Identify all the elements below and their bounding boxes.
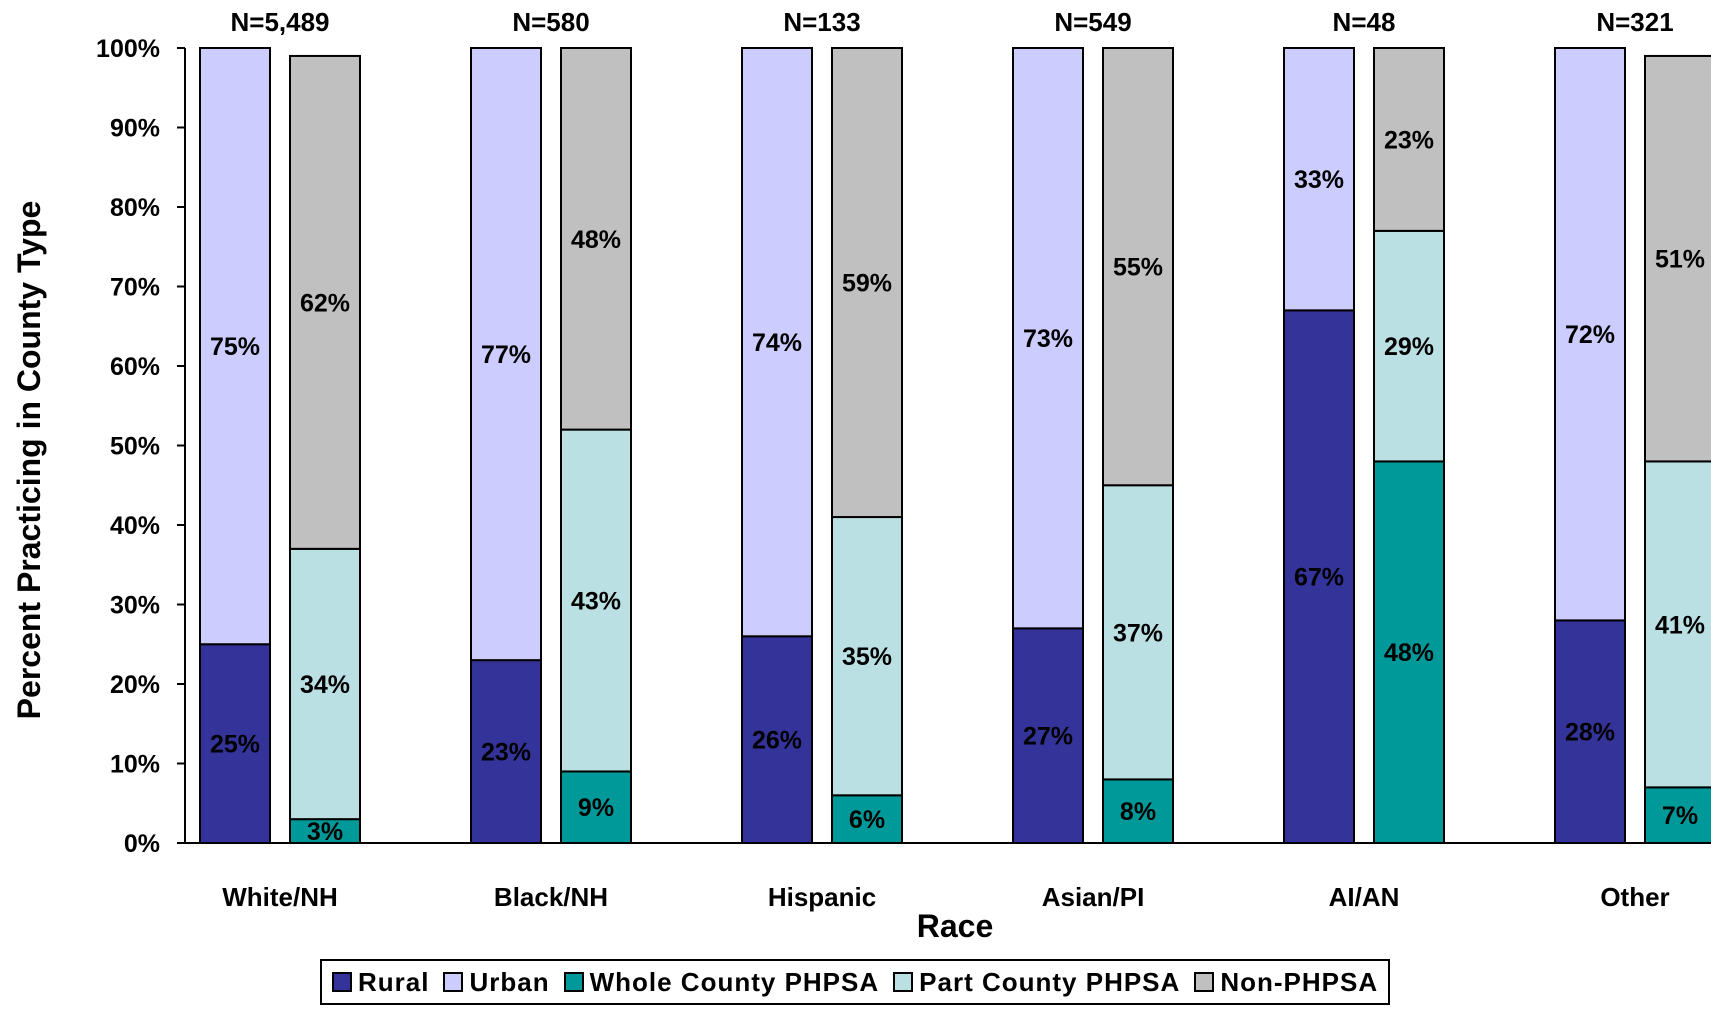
y-tick-label: 100%	[96, 35, 160, 63]
legend-item-urban: Urban	[443, 967, 549, 998]
y-tick-label: 50%	[110, 433, 160, 461]
y-tick-label: 70%	[110, 274, 160, 302]
data-label: 62%	[300, 289, 350, 317]
legend-label: Part County PHPSA	[919, 966, 1181, 997]
legend: Rural Urban Whole County PHPSA Part County …	[320, 959, 1391, 1005]
y-tick-label: 40%	[110, 512, 160, 540]
data-label: 72%	[1565, 321, 1615, 349]
bar-segment-urban	[1554, 47, 1626, 622]
y-axis-title: Percent Practicing in County Type	[11, 201, 47, 720]
n-label: N=580	[512, 7, 589, 37]
bar-segment-part-county-phpsa	[1644, 460, 1711, 789]
n-label: N=549	[1054, 7, 1131, 37]
data-label: 9%	[578, 794, 614, 822]
data-label: 8%	[1120, 798, 1156, 826]
bar-segment-urban	[741, 47, 813, 638]
x-tick-label: Asian/PI	[1042, 882, 1145, 912]
bar-segment-whole-county-phpsa	[831, 794, 903, 844]
legend-swatch	[332, 972, 352, 992]
legend-swatch	[893, 972, 914, 992]
bar-segment-non-phpsa	[831, 47, 903, 519]
y-tick-label: 90%	[110, 115, 160, 143]
bar-segment-part-county-phpsa	[831, 516, 903, 797]
legend-label: Whole County PHPSA	[589, 966, 880, 997]
bar-segment-non-phpsa	[1373, 47, 1445, 232]
x-axis-title: Race	[917, 908, 994, 944]
data-label: 37%	[1113, 619, 1163, 647]
data-label: 23%	[481, 739, 531, 767]
data-label: 77%	[481, 341, 531, 369]
data-label: 75%	[210, 333, 260, 361]
data-label: 27%	[1023, 723, 1073, 751]
bar-segment-non-phpsa	[1102, 47, 1174, 487]
data-label: 48%	[1384, 639, 1434, 667]
y-tick-label: 20%	[110, 671, 160, 699]
bar-segment-urban	[470, 47, 542, 662]
n-label: N=5,489	[230, 7, 329, 37]
y-tick-label: 0%	[124, 830, 160, 858]
bar-segment-rural	[1283, 309, 1355, 845]
bar-segment-whole-county-phpsa	[1644, 786, 1711, 844]
bar-segment-rural	[1012, 627, 1084, 844]
data-label: 28%	[1565, 719, 1615, 747]
bar-segment-rural	[470, 659, 542, 845]
data-label: 33%	[1294, 166, 1344, 194]
legend-swatch	[1194, 972, 1215, 992]
y-tick-label: 80%	[110, 194, 160, 222]
x-tick-label: AI/AN	[1329, 882, 1400, 912]
data-label: 74%	[752, 329, 802, 357]
data-label: 59%	[842, 270, 892, 298]
bar-segment-urban	[199, 47, 271, 646]
x-tick-label: Black/NH	[494, 882, 608, 912]
bar-segment-urban	[1012, 47, 1084, 630]
n-label: N=133	[783, 7, 860, 37]
bar-segment-rural	[741, 635, 813, 844]
bar-segment-urban	[1283, 47, 1355, 312]
bar-segment-non-phpsa	[289, 54, 361, 550]
data-label: 26%	[752, 727, 802, 755]
y-tick-label: 30%	[110, 592, 160, 620]
data-label: 29%	[1384, 333, 1434, 361]
x-tick-label: White/NH	[222, 882, 338, 912]
bar-segment-part-county-phpsa	[560, 428, 632, 773]
legend-swatch	[443, 972, 464, 992]
legend-swatch	[563, 972, 584, 992]
data-label: 34%	[300, 671, 350, 699]
n-label: N=48	[1333, 7, 1396, 37]
data-label: 7%	[1662, 802, 1698, 830]
bar-segment-part-county-phpsa	[1373, 229, 1445, 463]
data-label: 41%	[1655, 611, 1705, 639]
legend-label: Rural	[358, 966, 430, 997]
bar-segment-rural	[1554, 619, 1626, 845]
legend-item-rural: Rural	[332, 967, 429, 998]
data-label: 23%	[1384, 126, 1434, 154]
legend-item-part-county-phpsa: Part County PHPSA	[893, 967, 1180, 998]
data-label: 35%	[842, 643, 892, 671]
data-label: 51%	[1655, 246, 1705, 274]
data-label: 43%	[571, 588, 621, 616]
bar-segment-part-county-phpsa	[289, 547, 361, 821]
data-label: 6%	[849, 806, 885, 834]
y-tick-label: 10%	[110, 751, 160, 779]
bar-segment-rural	[199, 643, 271, 844]
legend-item-non-phpsa: Non-PHPSA	[1194, 967, 1378, 998]
data-label: 25%	[210, 731, 260, 759]
data-label: 67%	[1294, 564, 1344, 592]
legend-label: Non-PHPSA	[1220, 966, 1379, 997]
bar-segment-whole-county-phpsa	[1102, 778, 1174, 845]
bar-segment-non-phpsa	[1644, 54, 1711, 463]
data-label: 73%	[1023, 325, 1073, 353]
x-tick-label: Other	[1600, 882, 1669, 912]
n-label: N=321	[1596, 7, 1673, 37]
legend-label: Urban	[469, 966, 550, 997]
y-tick-label: 60%	[110, 353, 160, 381]
legend-item-whole-county-phpsa: Whole County PHPSA	[563, 966, 880, 998]
x-tick-label: Hispanic	[768, 882, 876, 912]
data-label: 55%	[1113, 254, 1163, 282]
stacked-bar-chart: Percent Practicing in County Type Race 0…	[11, 7, 1711, 944]
bar-segment-non-phpsa	[560, 47, 632, 431]
data-label: 3%	[307, 818, 343, 846]
data-label: 48%	[571, 226, 621, 254]
